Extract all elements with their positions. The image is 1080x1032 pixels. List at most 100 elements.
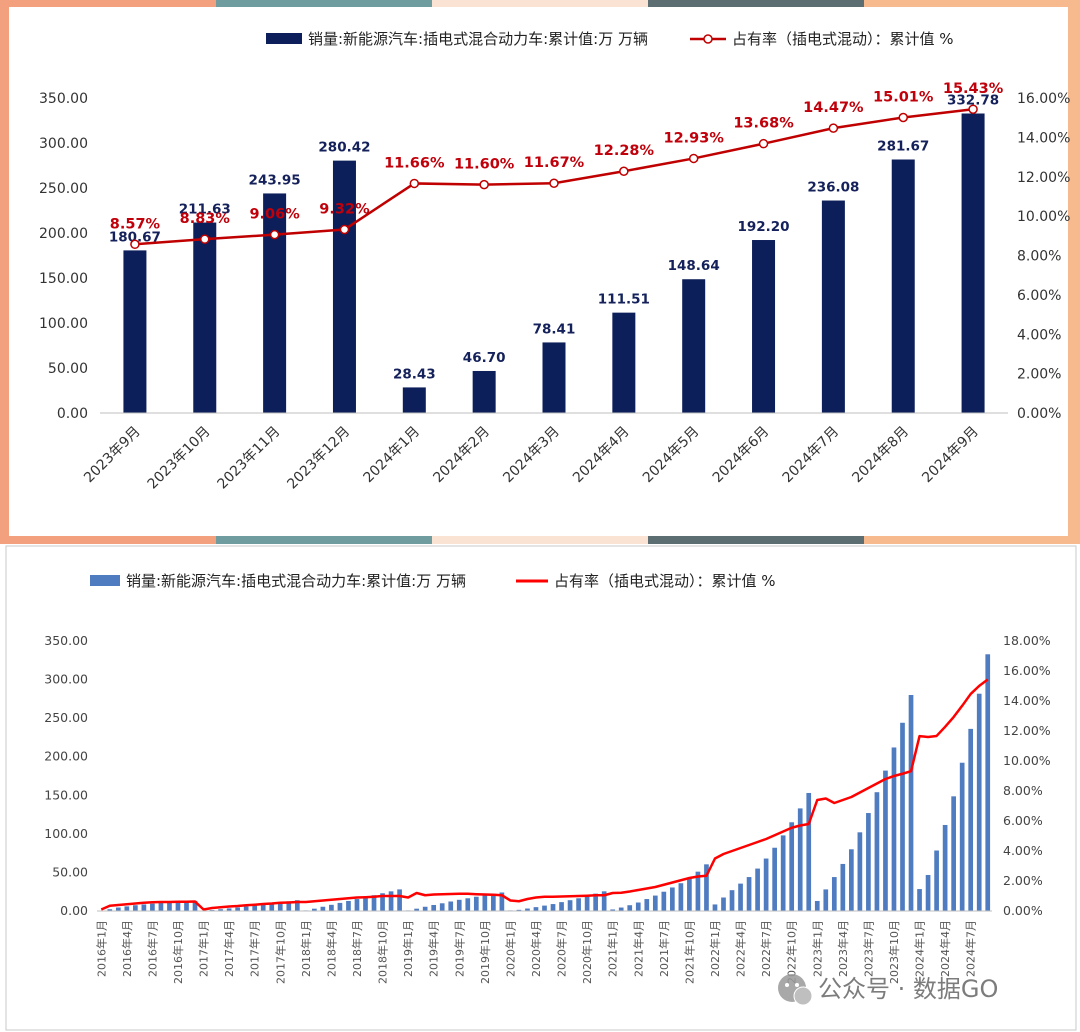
y-right-tick-label: 4.00% bbox=[1017, 327, 1061, 343]
y-right-tick-label: 12.00% bbox=[1003, 723, 1051, 738]
x-tick-label: 2021年7月 bbox=[657, 920, 671, 977]
bar bbox=[704, 864, 709, 911]
x-tick-label: 2017年1月 bbox=[197, 920, 211, 977]
bar bbox=[193, 222, 217, 413]
bar bbox=[141, 904, 147, 911]
bar bbox=[670, 887, 675, 911]
bar bbox=[491, 893, 496, 911]
bar bbox=[363, 897, 368, 911]
bar bbox=[908, 695, 914, 911]
bar bbox=[346, 900, 351, 911]
y-axis-left: 0.00 50.00 100.00 150.00 200.00 250.00 300.00 3… bbox=[39, 91, 88, 422]
x-tick-label: 2020年4月 bbox=[529, 920, 543, 977]
bar bbox=[584, 895, 590, 911]
bar bbox=[831, 877, 837, 911]
frame-bottom-segment bbox=[0, 536, 217, 544]
bar bbox=[789, 822, 795, 911]
line-series bbox=[100, 678, 989, 911]
legend-bar-swatch bbox=[266, 33, 302, 44]
bar bbox=[755, 868, 760, 911]
bar bbox=[472, 370, 496, 413]
x-tick-label: 2016年1月 bbox=[94, 920, 108, 977]
bar bbox=[857, 832, 863, 911]
bar bbox=[371, 895, 377, 911]
bar bbox=[746, 877, 752, 911]
legend-bar-label: 销量:新能源汽车:插电式混合动力车:累计值:万 万辆 bbox=[308, 30, 648, 48]
x-tick-label: 2023年10月 bbox=[887, 920, 901, 984]
line-point bbox=[828, 123, 839, 133]
bar bbox=[456, 899, 462, 911]
bar bbox=[294, 900, 300, 911]
bar bbox=[763, 858, 769, 911]
bar bbox=[286, 901, 292, 911]
bar bbox=[516, 909, 522, 911]
frame-top-segment bbox=[0, 0, 217, 7]
x-tick-label: 2019年4月 bbox=[427, 920, 441, 977]
x-tick-label: 2018年7月 bbox=[350, 920, 364, 977]
bar bbox=[158, 902, 164, 911]
bar-series bbox=[98, 654, 991, 912]
watermark: 公众号 · 数据GO bbox=[778, 974, 998, 1006]
bar bbox=[388, 891, 394, 911]
bottom-chart-panel: 销量:新能源汽车:插电式混合动力车:累计值:万 万辆 占有率（插电式混动）：累计… bbox=[0, 544, 1080, 1032]
bar bbox=[465, 898, 471, 911]
bar bbox=[961, 113, 985, 414]
bar bbox=[695, 871, 701, 911]
x-tick-label: 2022年10月 bbox=[785, 920, 799, 984]
x-tick-label: 2017年4月 bbox=[222, 920, 236, 977]
bar bbox=[550, 904, 556, 911]
bar bbox=[849, 849, 854, 911]
y-left-tick-label: 200.00 bbox=[44, 749, 88, 764]
bar bbox=[380, 893, 385, 911]
x-tick-label: 2019年7月 bbox=[452, 920, 466, 977]
line-data-label: 13.68% bbox=[733, 116, 794, 132]
y-right-tick-label: 4.00% bbox=[1003, 843, 1043, 858]
bar bbox=[107, 909, 113, 911]
bar bbox=[593, 893, 598, 911]
legend-line-marker bbox=[703, 34, 713, 44]
line-point bbox=[269, 229, 280, 240]
bar bbox=[559, 902, 564, 911]
line-data-label: 12.93% bbox=[663, 130, 724, 146]
bar-data-label: 192.20 bbox=[737, 219, 789, 235]
line-point bbox=[200, 234, 210, 244]
frame-top-strip bbox=[0, 0, 1080, 7]
bar bbox=[821, 200, 845, 413]
bar bbox=[354, 899, 360, 911]
y-left-tick-label: 200.00 bbox=[39, 226, 88, 242]
frame-right-bar bbox=[1068, 0, 1080, 544]
x-tick-label: 2018年10月 bbox=[376, 920, 390, 984]
x-tick-label: 2018年4月 bbox=[324, 920, 338, 977]
bar bbox=[934, 850, 939, 911]
y-right-tick-label: 2.00% bbox=[1017, 367, 1061, 383]
y-right-tick-label: 14.00% bbox=[1017, 130, 1070, 146]
line-data-label: 11.67% bbox=[524, 155, 585, 171]
y-left-tick-label: 50.00 bbox=[48, 361, 88, 377]
bar bbox=[133, 905, 138, 911]
bar bbox=[627, 905, 633, 911]
bar-data-label: 280.42 bbox=[318, 140, 370, 156]
bar bbox=[473, 896, 479, 911]
bar-data-label: 180.67 bbox=[109, 229, 161, 245]
bar bbox=[320, 906, 326, 911]
y-right-tick-label: 14.00% bbox=[1003, 693, 1051, 708]
y-right-tick-label: 0.00% bbox=[1017, 406, 1061, 422]
y-left-tick-label: 50.00 bbox=[52, 864, 88, 879]
bar bbox=[959, 762, 965, 911]
wechat-icon bbox=[778, 974, 813, 1006]
y-left-tick-label: 0.00 bbox=[60, 903, 88, 918]
bar-data-label: 46.70 bbox=[463, 350, 506, 366]
bar bbox=[525, 908, 530, 911]
bar bbox=[576, 898, 581, 911]
legend-bar-label: 销量:新能源汽车:插电式混合动力车:累计值:万 万辆 bbox=[126, 572, 466, 590]
y-right-tick-label: 6.00% bbox=[1017, 288, 1061, 304]
line-data-label: 8.83% bbox=[180, 211, 231, 227]
y-left-tick-label: 300.00 bbox=[39, 136, 88, 152]
bar bbox=[542, 905, 547, 911]
bar bbox=[542, 342, 566, 413]
bar bbox=[772, 847, 777, 911]
x-tick-label: 2021年1月 bbox=[606, 920, 620, 977]
y-left-tick-label: 350.00 bbox=[39, 91, 88, 107]
bottom-combo-chart: 销量:新能源汽车:插电式混合动力车:累计值:万 万辆 占有率（插电式混动）：累计… bbox=[5, 545, 1077, 1031]
x-axis: 2016年1月 2016年4月 2016年7月 2016年10月 2017年1月 2017… bbox=[94, 910, 992, 984]
